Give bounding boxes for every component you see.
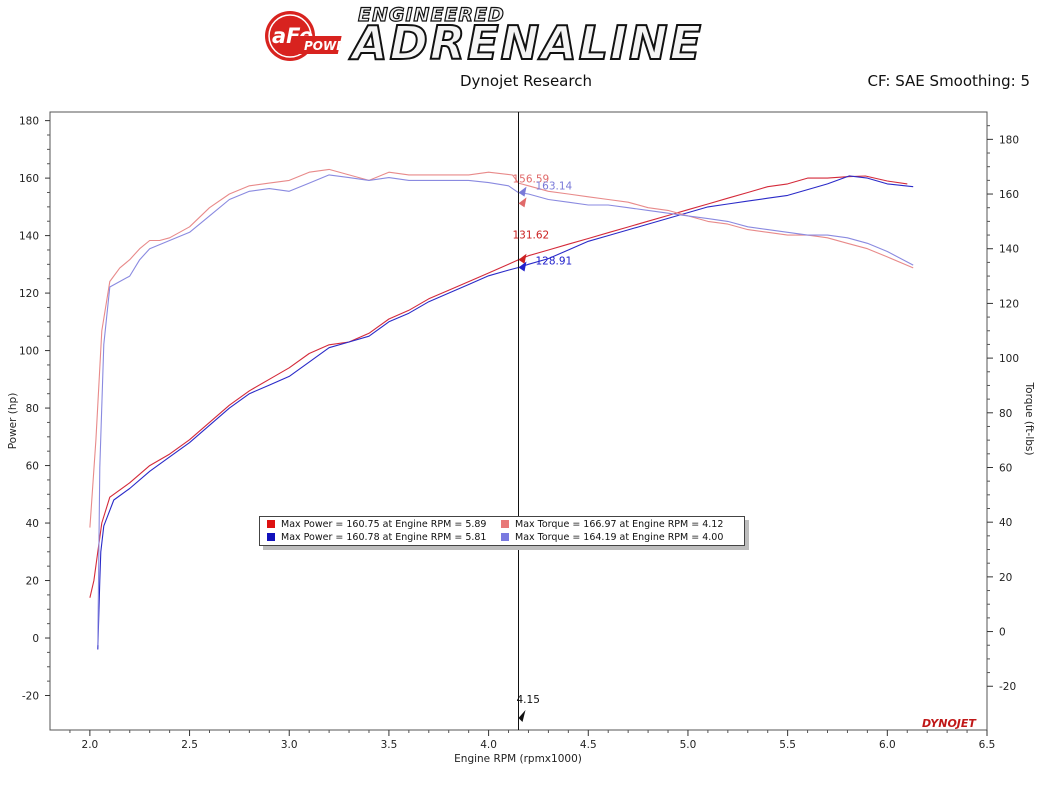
- y2-tick-label: 60: [999, 462, 1012, 474]
- y2-tick-label: -20: [999, 681, 1016, 693]
- cursor-marker: [518, 710, 526, 722]
- x-tick-label: 2.0: [82, 739, 99, 751]
- y-axis-left: -20 0 20 40 60 80 100 120 140 160 180: [19, 116, 50, 703]
- readout-marker-run1_torque: [518, 197, 527, 208]
- legend-entry-run1-power: Max Power = 160.75 at Engine RPM = 5.89: [260, 518, 486, 531]
- y2-tick-label: 100: [999, 353, 1019, 365]
- report-header: aFe POWER ENGINEERED ADRENALINE Dynojet …: [0, 0, 1048, 100]
- y2-tick-label: 140: [999, 244, 1019, 256]
- x-tick-label: 5.0: [680, 739, 697, 751]
- y-tick-label: 160: [19, 173, 39, 185]
- x-tick-label: 6.5: [979, 739, 996, 751]
- x-axis-title: Engine RPM (rpmx1000): [454, 753, 582, 765]
- legend-entry-run2-power: Max Power = 160.78 at Engine RPM = 5.81: [260, 531, 486, 544]
- series-line-run2_torque: [97, 174, 914, 646]
- x-tick-label: 5.5: [779, 739, 796, 751]
- y-tick-label: 40: [26, 518, 39, 530]
- y-tick-label: 180: [19, 116, 39, 128]
- y-tick-label: 100: [19, 346, 39, 358]
- x-tick-label: 3.0: [281, 739, 298, 751]
- x-tick-label: 4.5: [580, 739, 597, 751]
- readout-value-run1_torque: 156.59: [513, 173, 550, 185]
- y-tick-label: 60: [26, 461, 39, 473]
- chart-title: Dynojet Research: [460, 72, 592, 90]
- x-tick-label: 4.0: [480, 739, 497, 751]
- y-tick-label: 140: [19, 231, 39, 243]
- y-tick-label: 80: [26, 403, 39, 415]
- readout-value-run2_torque: 163.14: [536, 181, 573, 193]
- x-tick-label: 6.0: [879, 739, 896, 751]
- readout-marker-run2_power: [518, 261, 527, 272]
- y2-tick-label: 120: [999, 298, 1019, 310]
- y-axis-title-right: Torque (ft-lbs): [1023, 382, 1035, 456]
- cursor-rpm-label: 4.15: [517, 694, 540, 706]
- y2-tick-label: 20: [999, 572, 1012, 584]
- legend-swatch: [267, 520, 275, 528]
- x-axis: 2.0 2.5 3.0 3.5 4.0 4.5 5.0 5.5 6.0 6.5: [69, 730, 996, 751]
- x-tick-label: 2.5: [181, 739, 198, 751]
- x-tick-label: 3.5: [381, 739, 398, 751]
- y2-tick-label: 80: [999, 408, 1012, 420]
- readout-value-run1_power: 131.62: [513, 230, 550, 242]
- series-line-run1_torque: [89, 168, 914, 528]
- afe-power-badge: aFe POWER: [265, 11, 348, 61]
- logo-engineered: ENGINEERED: [357, 4, 505, 26]
- chart-legend: Max Power = 160.75 at Engine RPM = 5.89 …: [259, 516, 745, 546]
- readout-marker-run1_power: [518, 253, 527, 264]
- y2-tick-label: 180: [999, 134, 1019, 146]
- readout-value-run2_power: 128.91: [536, 255, 573, 267]
- y2-tick-label: 160: [999, 189, 1019, 201]
- y-tick-label: 120: [19, 288, 39, 300]
- svg-text:POWER: POWER: [304, 39, 348, 53]
- y2-tick-label: 40: [999, 517, 1012, 529]
- y-tick-label: 0: [32, 633, 39, 645]
- legend-entry-run2-torque: Max Torque = 164.19 at Engine RPM = 4.00: [494, 531, 723, 544]
- y-axis-right: -20 0 20 40 60 80 100 120 140 160 180: [987, 125, 1019, 693]
- correction-factor-label: CF: SAE Smoothing: 5: [867, 72, 1030, 90]
- y-axis-title-left: Power (hp): [7, 393, 19, 450]
- logo-adrenaline: ADRENALINE: [351, 16, 704, 70]
- series-line-run2_power: [97, 175, 914, 650]
- readout-marker-run2_torque: [518, 186, 527, 197]
- y2-tick-label: 0: [999, 627, 1006, 639]
- legend-swatch: [501, 533, 509, 541]
- series-layer: [89, 168, 914, 650]
- dynojet-watermark: DYNOJET: [922, 717, 977, 730]
- y-tick-label: -20: [22, 691, 39, 703]
- legend-swatch: [501, 520, 509, 528]
- series-line-run1_power: [89, 175, 908, 598]
- legend-swatch: [267, 533, 275, 541]
- y-tick-label: 20: [26, 576, 39, 588]
- legend-entry-run1-torque: Max Torque = 166.97 at Engine RPM = 4.12: [494, 518, 723, 531]
